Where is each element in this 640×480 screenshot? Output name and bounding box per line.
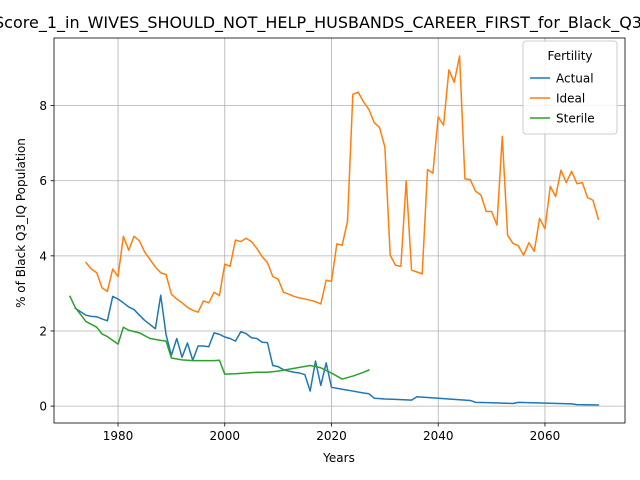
y-axis-label: % of Black Q3_IQ Population xyxy=(14,138,28,308)
plot-frame xyxy=(53,37,626,424)
y-axis-ticks: 0 2 4 6 8 xyxy=(39,99,54,414)
x-tick-label: 2060 xyxy=(530,429,561,443)
x-tick-label: 1980 xyxy=(103,429,134,443)
legend-label-sterile: Sterile xyxy=(556,112,595,126)
legend: Fertility Actual Ideal Sterile xyxy=(522,40,618,135)
x-axis-label: Years xyxy=(322,451,355,465)
legend-title: Fertility xyxy=(547,49,592,63)
plot-lines xyxy=(69,55,600,406)
x-tick-label: 2000 xyxy=(209,429,240,443)
y-tick-label: 2 xyxy=(39,324,47,338)
series-line-sterile xyxy=(69,295,370,380)
y-tick-label: 0 xyxy=(39,400,47,414)
chart-title: Score_1_in_WIVES_SHOULD_NOT_HELP_HUSBAND… xyxy=(0,13,640,33)
x-tick-label: 2020 xyxy=(316,429,347,443)
y-tick-label: 4 xyxy=(39,249,47,263)
y-tick-label: 8 xyxy=(39,99,47,113)
series-line-actual xyxy=(74,294,600,406)
x-axis-ticks: 1980 2000 2020 2040 2060 xyxy=(103,423,560,443)
legend-label-actual: Actual xyxy=(556,72,594,86)
series-line-ideal xyxy=(84,55,600,313)
legend-entries: Actual Ideal Sterile xyxy=(530,72,595,126)
legend-box xyxy=(522,40,618,135)
x-tick-label: 2040 xyxy=(423,429,454,443)
y-tick-label: 6 xyxy=(39,174,47,188)
legend-label-ideal: Ideal xyxy=(556,92,585,106)
